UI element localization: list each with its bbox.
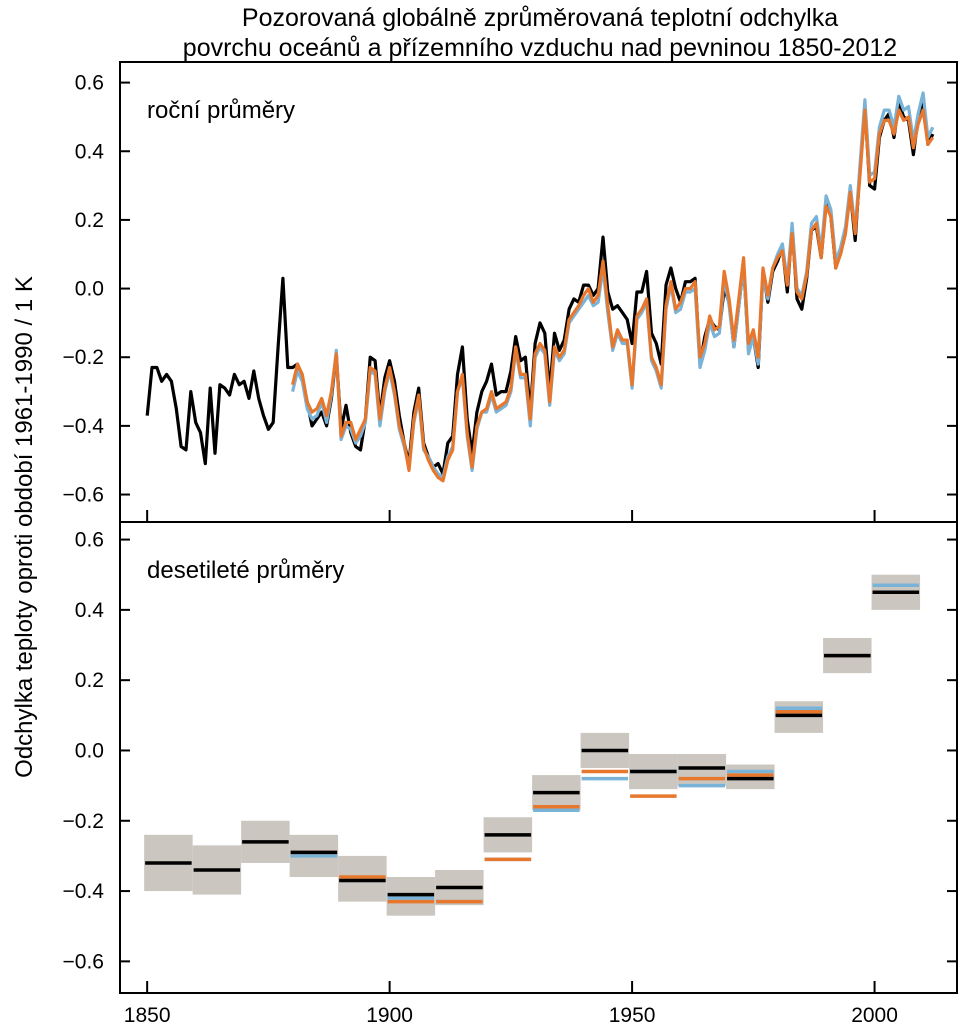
plot-frame [119,521,958,994]
y-tick-label: 0.2 [75,209,104,232]
y-tick-label: 0.0 [75,739,104,762]
x-tick-label: 1900 [366,1004,413,1027]
y-tick-label: 0.4 [75,140,105,163]
y-tick-label: 0.4 [75,599,105,622]
series-line [291,91,935,479]
plot-frame [119,61,958,523]
uncertainty-box [386,877,436,916]
y-tick-label: −0.4 [63,880,105,903]
x-tick-label: 1850 [124,1004,171,1027]
y-tick-label: −0.2 [63,810,104,833]
panel-label: desetileté průměry [147,557,344,584]
y-tick-label: −0.4 [63,415,105,438]
y-tick-label: −0.6 [63,484,104,507]
y-tick-label: 0.6 [75,529,104,552]
y-axis-label: Odchylka teploty oproti období 1961-1990… [11,276,38,778]
uncertainty-box [338,855,387,902]
y-tick-label: −0.2 [63,346,104,369]
y-tick-label: −0.6 [63,950,104,973]
chart-title: Pozorovaná globálně zprůměrovaná teplotn… [242,4,838,32]
uncertainty-box [677,753,727,786]
series-line [145,98,935,476]
y-tick-label: 0.2 [75,669,104,692]
uncertainty-box [774,701,824,733]
x-tick-label: 1950 [609,1004,656,1027]
uncertainty-box [726,764,775,790]
series-line [291,108,935,483]
y-tick-label: 0.0 [75,278,104,301]
chart-title: povrchu oceánů a přízemního vzduchu nad … [183,34,897,62]
panel-label: roční průměry [147,97,295,124]
y-tick-label: 0.6 [75,72,104,95]
x-tick-label: 2000 [851,1004,898,1027]
